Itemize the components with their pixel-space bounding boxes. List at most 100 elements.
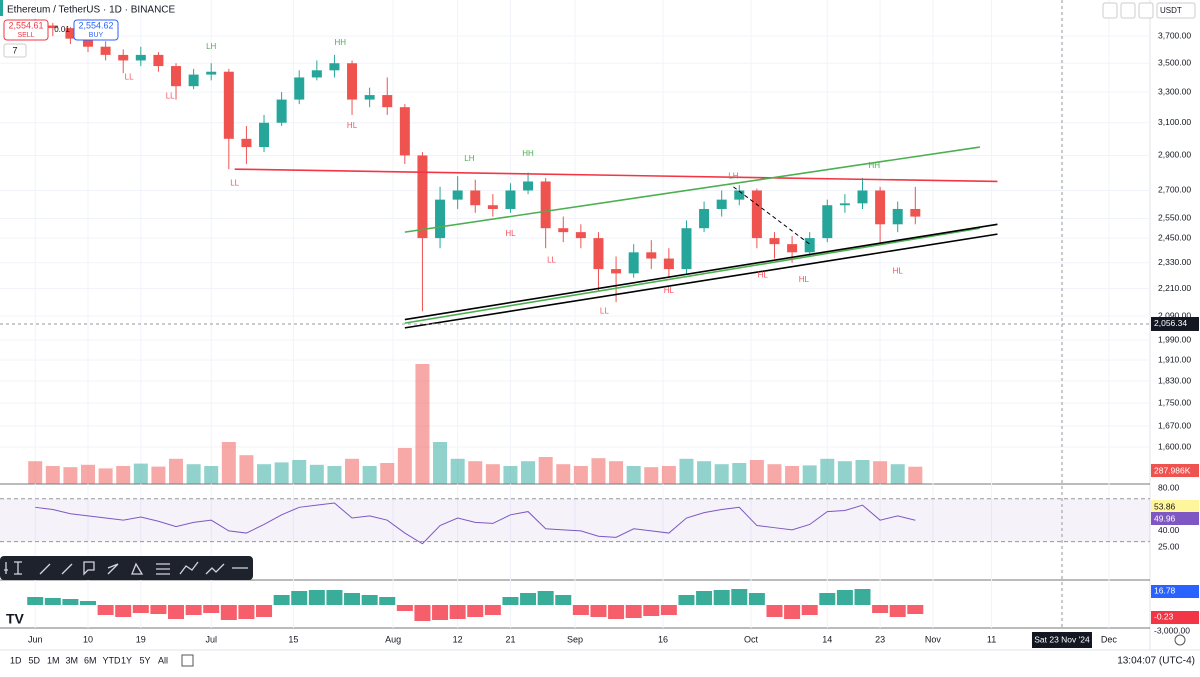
volume-bar	[785, 466, 800, 484]
settings-button[interactable]	[1174, 634, 1186, 646]
candle-body	[223, 71, 234, 139]
volume-bar	[749, 460, 764, 484]
reset-button[interactable]	[1138, 2, 1154, 19]
time-tick-label: Dec	[1101, 634, 1118, 644]
collapse-button[interactable]	[1120, 2, 1136, 19]
oscillator-bar	[344, 593, 361, 605]
oscillator-bar	[748, 593, 765, 605]
volume-bar	[644, 467, 659, 484]
range-button[interactable]: 1D	[10, 655, 22, 665]
trendline	[234, 168, 998, 183]
volume-bar	[345, 458, 360, 484]
price-tick-label: 2,700.00	[1158, 185, 1191, 195]
oscillator-bar	[238, 605, 255, 619]
range-button[interactable]: YTD	[103, 655, 122, 665]
candle-body	[663, 258, 674, 270]
oscillator-bar	[819, 593, 836, 605]
volume-label: 287.986K	[1154, 465, 1191, 475]
range-button[interactable]: 5D	[29, 655, 41, 665]
range-button[interactable]: All	[158, 655, 168, 665]
volume-bar	[309, 464, 324, 484]
range-button[interactable]: 1M	[47, 655, 60, 665]
pivot-label: LL	[166, 92, 175, 101]
oscillator-bar	[44, 598, 61, 605]
candle-body	[118, 54, 129, 61]
oscillator-bar	[432, 605, 449, 620]
oscillator-bar	[590, 605, 607, 617]
oscillator-bar	[27, 597, 44, 605]
trendline	[404, 146, 980, 233]
candle-body	[135, 54, 146, 61]
cursor-date-box	[1031, 632, 1092, 648]
cursor-date: Sat 23 Nov '24	[1034, 634, 1090, 644]
oscillator-bar	[731, 589, 748, 605]
oscillator-bar	[62, 599, 79, 605]
crosshair-price: 2,056.34	[1154, 318, 1187, 328]
oscillator-bar	[256, 605, 273, 617]
calendar-button[interactable]	[181, 654, 194, 667]
volume-bar	[908, 466, 923, 484]
oscillator-bar	[889, 605, 906, 617]
candle-body	[611, 269, 622, 274]
oscillator-bar	[766, 605, 783, 617]
buy-label: BUY	[89, 32, 104, 39]
price-tick-label: 1,600.00	[1158, 441, 1191, 451]
range-button[interactable]: 1Y	[121, 655, 132, 665]
oscillator-label: -0.23	[1154, 611, 1174, 621]
range-button[interactable]: 6M	[84, 655, 97, 665]
time-tick-label: 21	[505, 634, 515, 644]
time-tick-label: 12	[453, 634, 463, 644]
oscillator-bar	[678, 595, 695, 605]
oscillator-bar	[379, 597, 396, 605]
oscillator-label: -3,000.00	[1154, 625, 1190, 635]
oscillator-bar	[907, 605, 924, 614]
candle-body	[65, 28, 76, 39]
time-tick-label: Jun	[28, 634, 43, 644]
volume-bar	[433, 442, 448, 484]
candle-body	[241, 138, 252, 148]
oscillator-bar	[168, 605, 185, 619]
tool-glyphs[interactable]	[4, 561, 248, 576]
rsi-value-box	[1151, 512, 1199, 525]
oscillator-bar	[608, 605, 625, 619]
candle-body	[804, 238, 815, 253]
volume-bar	[239, 455, 254, 484]
volume-bar	[626, 466, 641, 484]
volume-bar	[327, 466, 342, 484]
pivot-label: LL	[125, 73, 134, 82]
volume-bar	[380, 463, 395, 484]
range-button[interactable]: 3M	[66, 655, 79, 665]
currency-select[interactable]	[1156, 2, 1196, 19]
footer: 1D 5D 1M 3M 6M YTD 1Y 5Y All	[10, 654, 194, 667]
rsi-ma-label: 53.86	[1154, 501, 1176, 511]
volume-bar	[415, 364, 430, 484]
indicator-toggle[interactable]	[3, 43, 27, 58]
oscillator-label-box	[1151, 585, 1199, 598]
candle-body	[276, 99, 287, 123]
oscillator-bar	[132, 605, 149, 613]
buy-button[interactable]	[73, 19, 119, 41]
trendline	[404, 223, 998, 321]
trendline	[404, 227, 980, 324]
candle-body	[787, 244, 798, 253]
volume-bar	[661, 466, 676, 484]
scroll-button[interactable]	[1102, 2, 1118, 19]
sell-button[interactable]	[3, 19, 49, 41]
volume-bar	[679, 458, 694, 484]
volume-bar	[257, 464, 272, 484]
volume-bar	[116, 466, 131, 484]
crosshair-price-box	[1151, 316, 1199, 331]
candle-body	[47, 25, 58, 29]
candle-body	[364, 95, 375, 100]
oscillator-bar	[555, 595, 572, 605]
price-tick-label: 2,900.00	[1158, 150, 1191, 160]
volume-bar	[521, 461, 536, 484]
oscillator-bar	[291, 591, 308, 605]
range-button[interactable]: 5Y	[140, 655, 151, 665]
drawing-toolbar	[0, 556, 253, 580]
pivot-label: HH	[868, 161, 880, 170]
pivot-label: LL	[230, 178, 239, 187]
candle-body	[83, 38, 94, 47]
plot: LH HH LL LL HL LL LH HH HL LL LL HL LH HL HL HH HL	[0, 0, 1150, 628]
